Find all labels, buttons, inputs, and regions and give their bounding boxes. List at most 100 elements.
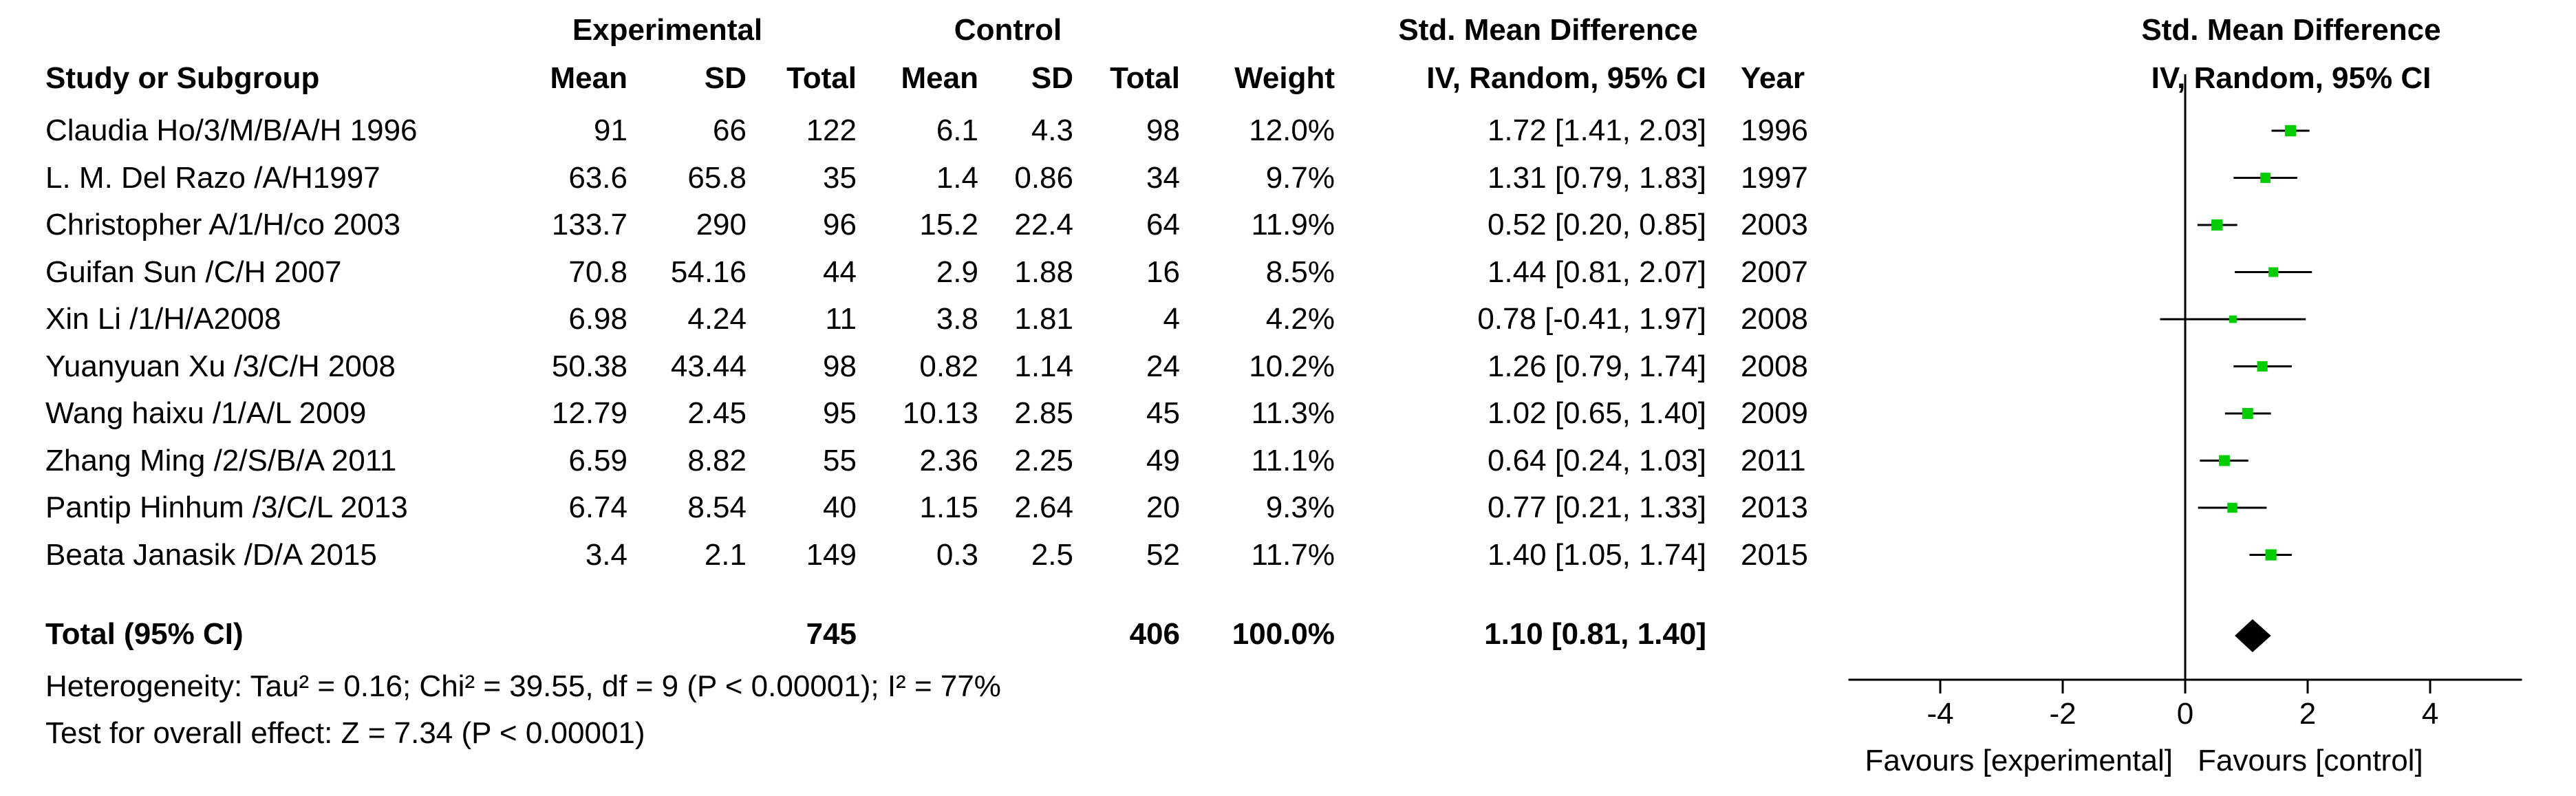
study-name: Wang haixu /1/A/L 2009 bbox=[45, 396, 367, 430]
study-year: 2015 bbox=[1741, 537, 1808, 572]
x-tick-label: 2 bbox=[2299, 697, 2316, 731]
exp-mean: 91 bbox=[594, 114, 627, 147]
x-tick-label: 4 bbox=[2422, 697, 2438, 731]
ctrl-sd: 22.4 bbox=[1014, 208, 1073, 241]
study-effect-ci: 1.02 [0.65, 1.40] bbox=[1487, 396, 1706, 430]
plot-header: Std. Mean Difference bbox=[2141, 13, 2441, 47]
study-weight: 10.2% bbox=[1249, 349, 1335, 383]
exp-total: 96 bbox=[823, 208, 857, 241]
study-name: Zhang Ming /2/S/B/A 2011 bbox=[45, 443, 397, 477]
point-estimate-marker bbox=[2219, 455, 2230, 466]
x-tick-label: -2 bbox=[2049, 697, 2076, 731]
exp-sd: 65.8 bbox=[687, 160, 747, 195]
exp-sd-header: SD bbox=[704, 61, 747, 95]
ctrl-mean: 15.2 bbox=[919, 208, 978, 241]
total-effect-ci: 1.10 [0.81, 1.40] bbox=[1484, 617, 1706, 651]
ctrl-total-header: Total bbox=[1110, 61, 1180, 95]
study-weight: 12.0% bbox=[1249, 114, 1335, 147]
exp-sd: 8.54 bbox=[687, 491, 747, 524]
exp-total: 35 bbox=[823, 160, 857, 195]
ctrl-sd: 2.5 bbox=[1031, 537, 1073, 572]
study-weight: 11.9% bbox=[1251, 208, 1335, 241]
favours-experimental-label: Favours [experimental] bbox=[1865, 744, 2173, 777]
ctrl-sd: 1.88 bbox=[1014, 255, 1073, 289]
ctrl-mean: 0.3 bbox=[936, 537, 978, 572]
ctrl-total: 64 bbox=[1146, 208, 1180, 241]
exp-total: 40 bbox=[823, 491, 857, 524]
total-label: Total (95% CI) bbox=[45, 617, 244, 651]
study-effect-ci: 1.26 [0.79, 1.74] bbox=[1487, 349, 1706, 383]
study-name: Xin Li /1/H/A2008 bbox=[45, 302, 281, 336]
exp-mean: 6.59 bbox=[568, 443, 627, 477]
study-year: 2008 bbox=[1741, 349, 1808, 383]
ctrl-mean: 0.82 bbox=[919, 349, 978, 383]
total-exp-n: 745 bbox=[806, 617, 857, 651]
exp-total-header: Total bbox=[786, 61, 857, 95]
exp-mean: 63.6 bbox=[568, 160, 627, 195]
pooled-effect-diamond bbox=[2235, 619, 2271, 652]
ctrl-sd: 2.64 bbox=[1014, 491, 1073, 524]
exp-total: 44 bbox=[823, 255, 857, 289]
ctrl-total: 4 bbox=[1163, 302, 1180, 336]
year-header: Year bbox=[1741, 61, 1805, 95]
ctrl-sd: 2.25 bbox=[1014, 443, 1073, 477]
study-name: Yuanyuan Xu /3/C/H 2008 bbox=[45, 349, 396, 383]
study-year: 2011 bbox=[1741, 443, 1806, 477]
study-name: Claudia Ho/3/M/B/A/H 1996 bbox=[45, 114, 418, 147]
exp-sd: 8.82 bbox=[687, 443, 747, 477]
point-estimate-marker bbox=[2268, 267, 2279, 277]
exp-mean: 12.79 bbox=[551, 396, 627, 430]
study-effect-ci: 0.52 [0.20, 0.85] bbox=[1487, 208, 1706, 241]
study-name: Christopher A/1/H/co 2003 bbox=[45, 208, 401, 241]
ctrl-mean: 6.1 bbox=[936, 114, 978, 147]
point-estimate-marker bbox=[2229, 315, 2237, 323]
point-estimate-marker bbox=[2242, 408, 2253, 419]
point-estimate-marker bbox=[2211, 219, 2223, 231]
study-effect-ci: 1.31 [0.79, 1.83] bbox=[1487, 160, 1706, 195]
exp-total: 149 bbox=[806, 537, 857, 572]
exp-sd: 4.24 bbox=[687, 302, 747, 336]
exp-total: 122 bbox=[806, 114, 857, 147]
point-estimate-marker bbox=[2260, 173, 2271, 183]
exp-total: 98 bbox=[823, 349, 857, 383]
plot-subheader: IV, Random, 95% CI bbox=[2151, 61, 2432, 95]
ctrl-total: 34 bbox=[1146, 160, 1180, 195]
experimental-group-header: Experimental bbox=[572, 13, 763, 47]
study-weight: 9.3% bbox=[1265, 491, 1335, 524]
exp-sd: 2.1 bbox=[704, 537, 747, 572]
total-weight: 100.0% bbox=[1232, 617, 1335, 651]
ctrl-total: 24 bbox=[1146, 349, 1180, 383]
exp-total: 55 bbox=[823, 443, 857, 477]
exp-mean: 6.98 bbox=[568, 302, 627, 336]
total-ctrl-n: 406 bbox=[1129, 617, 1180, 651]
ctrl-total: 98 bbox=[1146, 114, 1180, 147]
exp-mean: 70.8 bbox=[568, 255, 627, 289]
point-estimate-marker bbox=[2227, 502, 2237, 513]
control-group-header: Control bbox=[954, 13, 1062, 47]
favours-control-label: Favours [control] bbox=[2198, 744, 2423, 777]
study-effect-ci: 0.64 [0.24, 1.03] bbox=[1487, 443, 1706, 477]
point-estimate-marker bbox=[2284, 125, 2297, 137]
exp-sd: 43.44 bbox=[670, 349, 747, 383]
exp-sd: 290 bbox=[696, 208, 747, 241]
study-name: Pantip Hinhum /3/C/L 2013 bbox=[45, 491, 408, 524]
exp-mean-header: Mean bbox=[550, 61, 627, 95]
exp-sd: 54.16 bbox=[670, 255, 747, 289]
ctrl-total: 16 bbox=[1146, 255, 1180, 289]
ctrl-total: 45 bbox=[1146, 396, 1180, 430]
ctrl-sd: 1.81 bbox=[1014, 302, 1073, 336]
ctrl-sd: 0.86 bbox=[1014, 160, 1073, 195]
study-name: L. M. Del Razo /A/H1997 bbox=[45, 160, 380, 195]
exp-total: 95 bbox=[823, 396, 857, 430]
point-estimate-marker bbox=[2257, 361, 2268, 372]
point-estimate-marker bbox=[2265, 549, 2277, 561]
study-name: Beata Janasik /D/A 2015 bbox=[45, 537, 377, 572]
ctrl-total: 49 bbox=[1146, 443, 1180, 477]
x-tick-label: 0 bbox=[2177, 697, 2193, 731]
exp-sd: 66 bbox=[713, 114, 747, 147]
study-year: 2009 bbox=[1741, 396, 1808, 430]
study-weight: 9.7% bbox=[1265, 160, 1335, 195]
ctrl-mean: 3.8 bbox=[936, 302, 978, 336]
ctrl-total: 52 bbox=[1146, 537, 1180, 572]
